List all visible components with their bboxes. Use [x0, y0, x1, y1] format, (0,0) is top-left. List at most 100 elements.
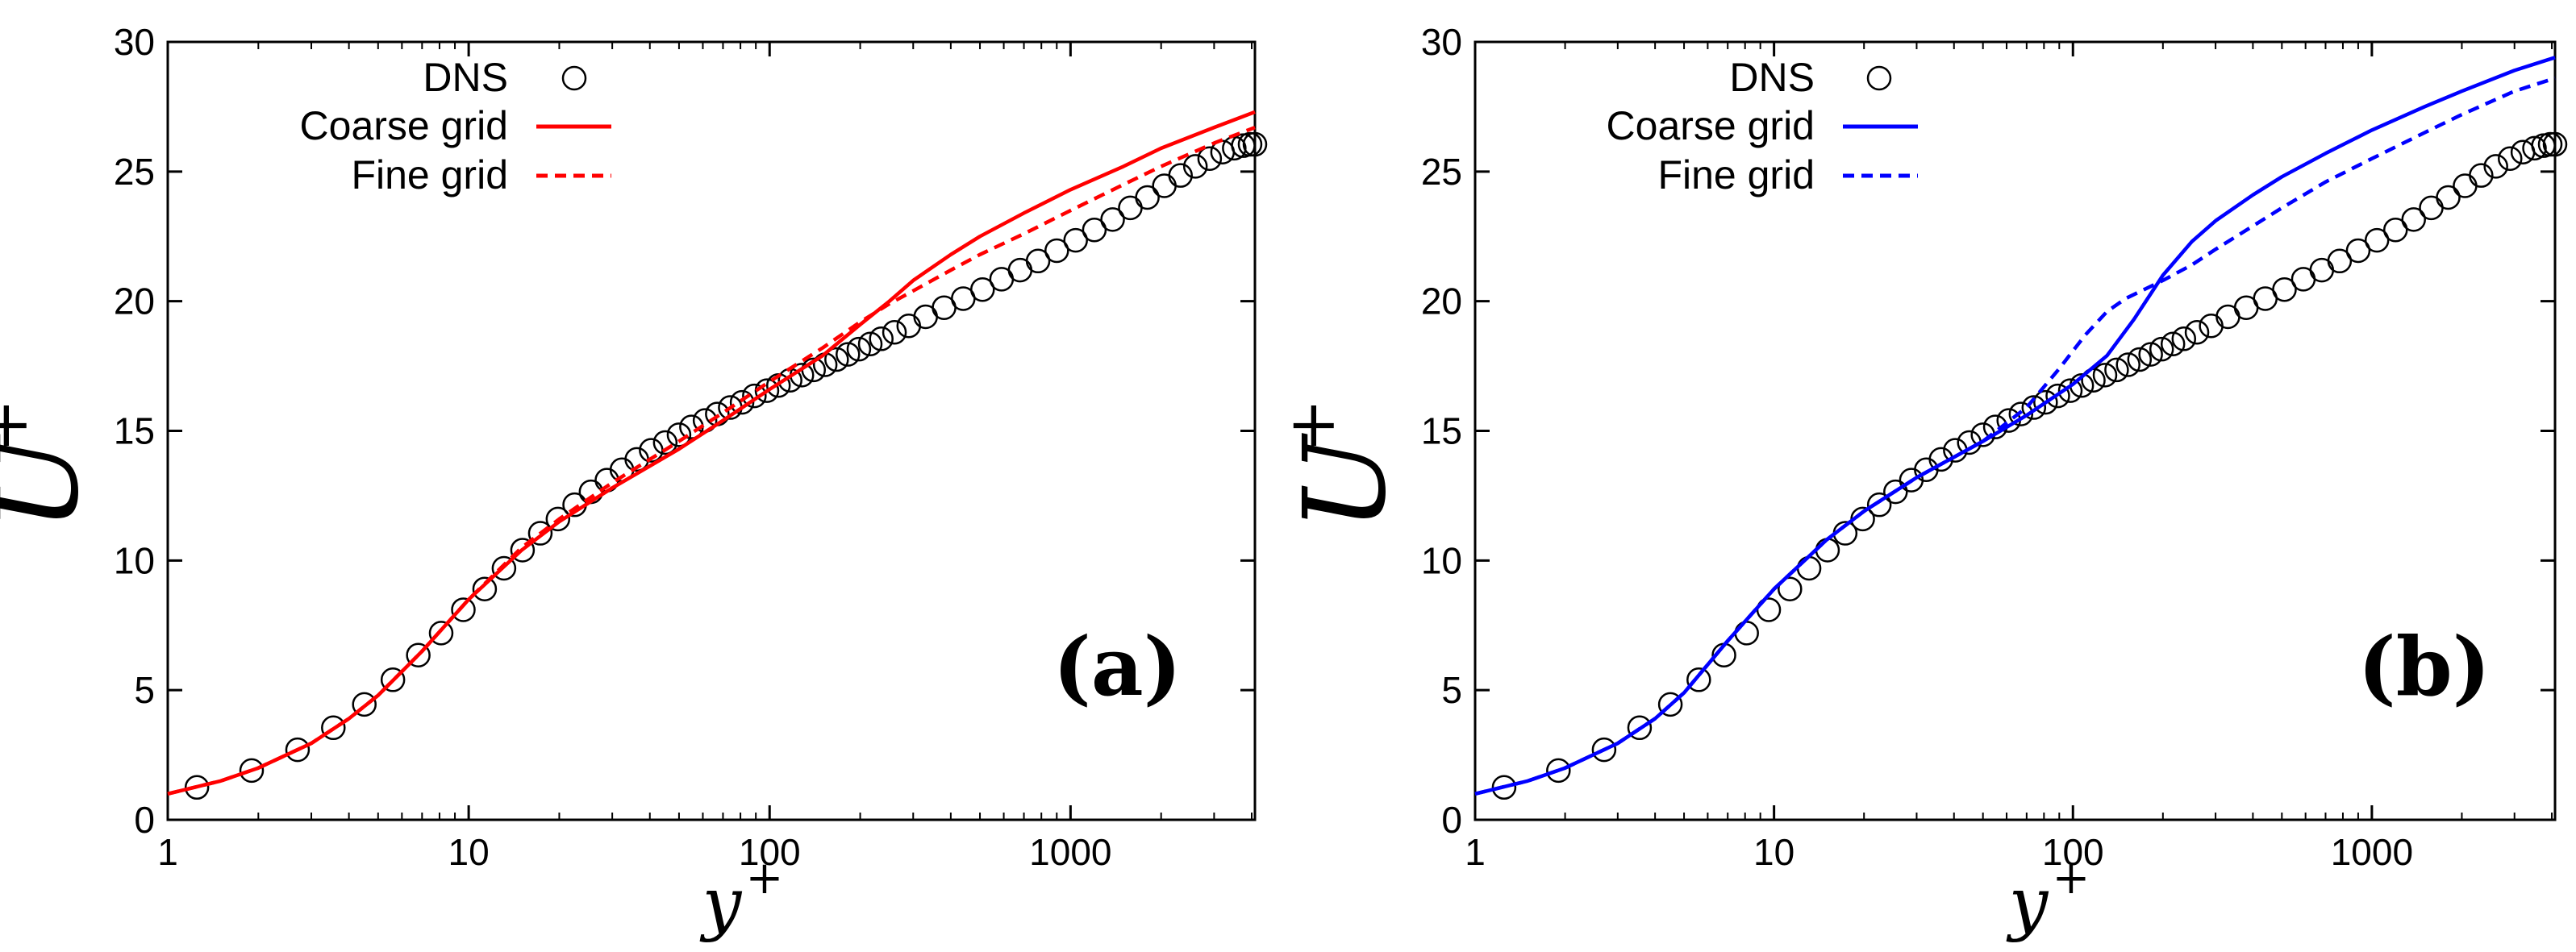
panel-a-legend: DNS Coarse grid Fine grid [300, 55, 611, 197]
panel-a-series-dns-point [1044, 238, 1069, 264]
panel-b: 1 10 100 1000 0 5 10 15 20 25 30 DNS Coarse grid … [1274, 21, 2568, 944]
panel-a-y-label-sup: + [0, 398, 42, 452]
panel-a-series-dns-point [472, 576, 498, 601]
panel-b-series-dns-point [2453, 173, 2478, 198]
panel-a-y-ticks: 0 5 10 15 20 25 30 [114, 21, 1255, 841]
panel-a-series-fine-grid-line [167, 125, 1256, 796]
panel-a-series-dns-point [666, 422, 692, 447]
panel-b-series-dns-point [2345, 238, 2371, 264]
panel-b-series-dns-point [2092, 363, 2118, 388]
panel-a-series-dns-point [1063, 227, 1088, 253]
panel-b-series-dns-point [1627, 715, 1653, 741]
panel-b-series-dns-point [2498, 146, 2523, 171]
panel-b-x-label-sup: + [2053, 852, 2090, 904]
panel-b-x-tick-label: 1000 [2331, 831, 2413, 873]
panel-a-series-dns-point [1135, 185, 1160, 210]
panel-b-series-dns-point [2115, 352, 2140, 377]
panel-a-series-dns-point [824, 347, 849, 372]
panel-a-series-dns-point [380, 667, 406, 692]
panel-b-series-dns-point [1883, 479, 1908, 505]
panel-b-series-dns-point [1796, 555, 1822, 581]
panel-a-y-tick-label: 30 [114, 21, 155, 63]
panel-a-series-dns-point [239, 758, 265, 784]
panel-b-series-dns-point [2522, 135, 2547, 161]
panel-b-y-tick-label: 30 [1421, 21, 1462, 63]
panel-a-series-coarse-grid-line [167, 110, 1256, 796]
panel-b-series-dns-point [2104, 357, 2129, 383]
panel-b-y-tick-label: 25 [1421, 151, 1462, 193]
panel-a-series-dns-point [896, 313, 922, 339]
panel-a-legend-marker-dns [561, 65, 587, 91]
panel-b-series-dns-point [2483, 154, 2508, 179]
panel-b-legend: DNS Coarse grid Fine grid [1607, 55, 1918, 197]
panel-b-series-dns-point [2127, 347, 2153, 372]
panel-b-series-dns-point [2149, 336, 2174, 362]
panel-a-series-dns-point [352, 692, 377, 717]
panel-a-series-dns-point [451, 597, 476, 622]
panel-b-series-dns-point [2008, 401, 2034, 426]
panel-a-series-dns-point [1168, 163, 1193, 188]
panel-a-series-dns-point [869, 326, 894, 351]
panel-b-legend-label-coarse: Coarse grid [1607, 103, 1815, 148]
panel-a-y-tick-label: 0 [134, 799, 155, 841]
panel-a-series-dns-point [1182, 154, 1208, 179]
panel-b-series-dns-point [2272, 276, 2297, 302]
panel-a-x-ticks: 1 10 100 1000 [157, 42, 1253, 873]
panel-b-x-tick-label: 100 [2042, 831, 2104, 873]
panel-b-series [1474, 56, 2568, 800]
panel-a-y-tick-label: 25 [114, 151, 155, 193]
panel-a-series-dns-point [406, 642, 431, 667]
panel-a-series-dns-point [846, 336, 872, 362]
panel-a-series-dns-point [742, 383, 767, 409]
panel-a-x-label-sup: + [746, 852, 784, 904]
panel-a-series-dns-point [1082, 217, 1107, 243]
panel-b-series-dns-point [1546, 758, 1571, 784]
panel-a-series-dns-point [705, 401, 730, 426]
panel-b-series-dns-point [2309, 257, 2335, 283]
panel-a-series-dns-point [1152, 173, 1177, 198]
panel-b-series-dns-point [2419, 195, 2444, 221]
panel-b-series-dns-point [1686, 667, 1711, 692]
panel-a-legend-label-coarse: Coarse grid [300, 103, 508, 148]
panel-b-series-dns-point [1734, 621, 1759, 646]
panel-b-y-tick-label: 0 [1441, 799, 1462, 841]
panel-b-series-dns-point [2469, 163, 2494, 188]
panel-b-series-dns-point [2021, 395, 2047, 420]
panel-b-series-dns-point [2171, 326, 2197, 351]
panel-a-y-tick-label: 15 [114, 410, 155, 452]
panel-b-series-dns-point [2382, 217, 2408, 243]
panel-a-x-tick-label: 1000 [1029, 831, 1111, 873]
panel-b-x-axis-label: y + [2006, 852, 2090, 944]
panel-b-legend-marker-dns [1866, 65, 1892, 91]
panel-b-series-dns-point [2184, 320, 2210, 345]
panel-b-series-dns-point [1815, 538, 1840, 563]
panel-a-x-tick-label: 10 [448, 831, 490, 873]
panel-a-y-tick-label: 5 [134, 669, 155, 711]
panel-a-x-label-text: y [699, 863, 743, 944]
panel-a-series-dns-point [1100, 207, 1125, 232]
panel-b-x-tick-label: 1 [1465, 831, 1486, 873]
panel-a-legend-label-fine: Fine grid [351, 152, 508, 197]
panel-b-series-dns-point [2327, 248, 2353, 274]
panel-b-legend-label-fine: Fine grid [1657, 152, 1815, 197]
panel-a-series-dns-point [754, 378, 780, 403]
panel-a-x-tick-label: 100 [739, 831, 801, 873]
panel-b-series-dns-point [2160, 331, 2186, 356]
panel-a-series-dns-point [428, 621, 454, 646]
panel-a-y-tick-label: 10 [114, 539, 155, 581]
panel-b-series-dns-point [2045, 383, 2070, 409]
panel-b-series-dns-point [2057, 378, 2083, 403]
panel-a-y-tick-label: 20 [114, 281, 155, 322]
panel-b-legend-label-dns: DNS [1729, 55, 1815, 100]
panel-b-series-dns-point [2033, 389, 2058, 415]
panel-a-x-axis-label: y + [699, 852, 784, 944]
panel-b-series-dns-point [1591, 737, 1617, 763]
panel-b-x-tick-label: 10 [1753, 831, 1794, 873]
panel-b-y-tick-label: 5 [1441, 669, 1462, 711]
panel-a-series-dns-point [285, 737, 311, 763]
panel-b-y-axis-label: U + [1274, 398, 1411, 531]
panel-b-label: (b) [2357, 619, 2491, 714]
panel-a-series-dns-point [1025, 248, 1051, 274]
panel-b-x-ticks: 1 10 100 1000 [1465, 42, 2553, 873]
panel-b-series-dns-point [2364, 227, 2390, 253]
